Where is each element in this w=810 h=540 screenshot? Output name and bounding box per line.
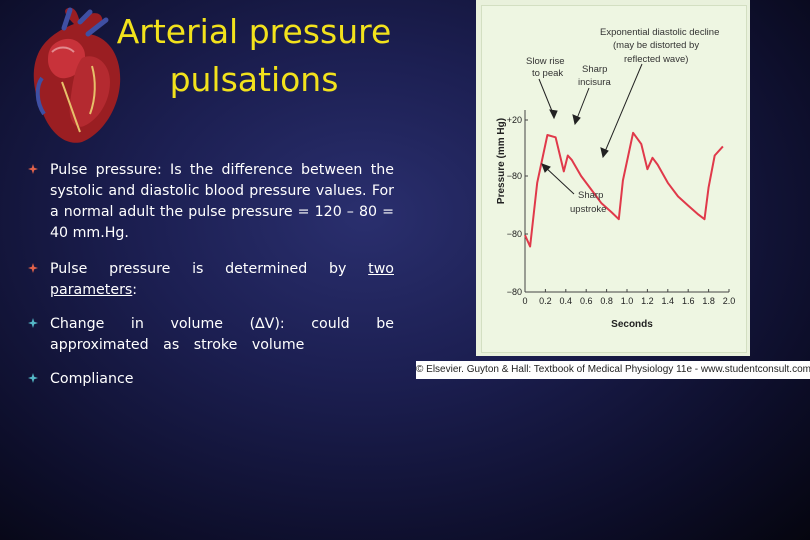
x-tick-label: 0.6 xyxy=(580,296,593,306)
annotation-distorted-1: (may be distorted by xyxy=(613,40,699,51)
y-tick-label: +20 xyxy=(507,115,522,125)
x-tick-label: 1.0 xyxy=(621,296,634,306)
annotation-distorted-2: reflected wave) xyxy=(624,54,688,65)
heart-illustration xyxy=(22,6,127,146)
bullet-text: Pulse pressure: Is the difference betwee… xyxy=(50,162,394,241)
annotation-incisura-1: Sharp xyxy=(582,64,607,75)
slide-title-line-2: pulsations xyxy=(169,60,339,99)
slide-title-line-1: Arterial pressure xyxy=(116,12,392,51)
x-axis-label: Seconds xyxy=(611,319,653,330)
bullet-item: Pulse pressure: Is the difference betwee… xyxy=(28,160,394,244)
bullet-item: Pulse pressure is determined by two para… xyxy=(28,259,394,301)
slide-title: Arterial pressure pulsations xyxy=(108,8,400,104)
y-tick-label: −80 xyxy=(507,287,522,297)
x-tick-label: 1.6 xyxy=(682,296,695,306)
x-tick-label: 0.2 xyxy=(539,296,552,306)
pressure-figure-panel: Pressure (mm Hg) Seconds 0 0.2 0.4 0.6 0.8 1.0… xyxy=(481,5,747,353)
x-tick-label: 0.8 xyxy=(600,296,613,306)
x-tick-label: 1.2 xyxy=(641,296,654,306)
x-tick-label: 2.0 xyxy=(723,296,736,306)
x-tick-label: 1.8 xyxy=(702,296,715,306)
y-tick-label: −80 xyxy=(507,229,522,239)
chart-series xyxy=(524,131,724,248)
bullet-marker-icon xyxy=(28,263,38,273)
bullet-marker-icon xyxy=(28,164,38,174)
y-tick-label: −80 xyxy=(507,171,522,181)
pressure-chart: Pressure (mm Hg) Seconds 0 0.2 0.4 0.6 0.8 1.0… xyxy=(496,27,736,330)
bullet-item: Compliance xyxy=(28,369,134,390)
pressure-waveform-line xyxy=(524,131,724,248)
x-tick-label: 0.4 xyxy=(560,296,573,306)
bullet-text-suffix: : xyxy=(132,282,138,298)
bullet-text: Compliance xyxy=(50,371,134,387)
annotation-upstroke-1: Sharp xyxy=(578,190,603,201)
x-tick-label: 0 xyxy=(522,296,527,306)
annotation-arrows xyxy=(538,63,643,195)
bullet-item: Change in volume (∆V): could be approxim… xyxy=(28,314,394,356)
annotation-incisura-2: incisura xyxy=(578,77,611,88)
x-tick-label: 1.4 xyxy=(662,296,675,306)
bullet-underlined-text: two parameters xyxy=(50,261,394,298)
annotation-slow-rise-2: to peak xyxy=(532,68,563,79)
bullet-marker-icon xyxy=(28,373,38,383)
annotation-slow-rise-1: Slow rise xyxy=(526,56,565,67)
bullet-marker-icon xyxy=(28,318,38,328)
bullet-text: Change in volume (∆V): could be approxim… xyxy=(50,316,394,353)
y-axis-label: Pressure (mm Hg) xyxy=(496,118,507,204)
annotation-upstroke-2: upstroke xyxy=(570,204,606,215)
chart-annotations: Exponential diastolic decline (may be di… xyxy=(526,27,719,215)
annotation-exponential: Exponential diastolic decline xyxy=(600,27,719,38)
bullet-text: Pulse pressure is determined by xyxy=(50,261,369,277)
chart-ticks: 0 0.2 0.4 0.6 0.8 1.0 1.2 1.4 1.6 1.8 2.0 +20 −80 −80… xyxy=(507,115,736,306)
pressure-figure: Pressure (mm Hg) Seconds 0 0.2 0.4 0.6 0.8 1.0… xyxy=(476,0,750,356)
figure-caption: © Elsevier. Guyton & Hall: Textbook of M… xyxy=(416,361,810,379)
